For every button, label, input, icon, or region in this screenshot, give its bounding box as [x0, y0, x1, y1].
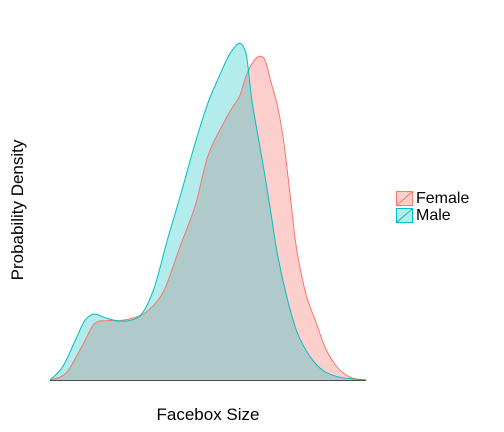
legend-item-male: Male — [396, 207, 469, 224]
density-areas — [49, 42, 367, 381]
x-axis-label: Facebox Size — [156, 405, 260, 424]
legend-label-male: Male — [416, 206, 451, 224]
legend-key-female — [396, 191, 413, 206]
legend-label-female: Female — [416, 189, 470, 207]
density-line-male — [49, 42, 367, 381]
legend: Female Male — [396, 190, 469, 224]
density-area-male — [50, 43, 366, 381]
legend-item-female: Female — [396, 190, 469, 207]
y-axis-label: Probability Density — [8, 139, 27, 281]
legend-key-male — [396, 208, 413, 223]
